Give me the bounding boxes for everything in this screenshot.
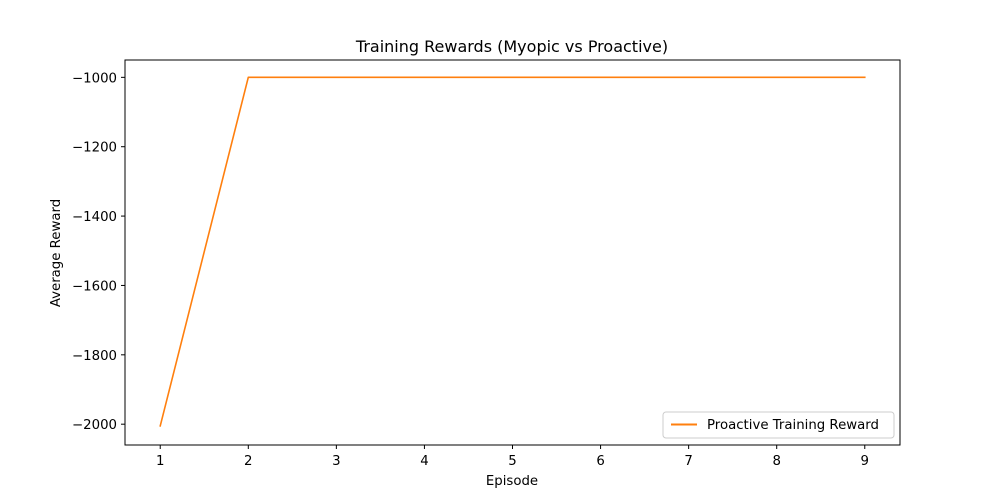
y-tick-label: −1400 xyxy=(72,210,117,225)
x-axis-label: Episode xyxy=(486,474,538,489)
y-tick-label: −1200 xyxy=(72,141,117,156)
x-tick-label: 3 xyxy=(332,454,340,469)
y-tick-label: −1000 xyxy=(72,71,117,86)
legend-box xyxy=(662,411,895,439)
x-tick-label: 6 xyxy=(596,454,604,469)
x-tick-label: 9 xyxy=(861,454,869,469)
x-tick-label: 2 xyxy=(244,454,252,469)
chart-title: Training Rewards (Myopic vs Proactive) xyxy=(355,37,668,56)
x-tick-label: 7 xyxy=(684,454,692,469)
y-tick-label: −1800 xyxy=(72,349,117,364)
x-tick-label: 4 xyxy=(420,454,428,469)
y-tick-label: −2000 xyxy=(72,418,117,433)
x-tick-label: 1 xyxy=(156,454,164,469)
x-tick-label: 5 xyxy=(508,454,516,469)
x-tick-label: 8 xyxy=(772,454,780,469)
y-tick-label: −1600 xyxy=(72,279,117,294)
series-line-0 xyxy=(159,76,866,427)
legend: Proactive Training Reward xyxy=(662,411,895,439)
plot-area: 1 2 3 4 5 6 7 8 9 −2000 −1800 −1600 −1400 −1200 −1000 xyxy=(72,59,901,469)
y-axis-label: Average Reward xyxy=(49,199,64,307)
legend-label: Proactive Training Reward xyxy=(707,418,879,433)
